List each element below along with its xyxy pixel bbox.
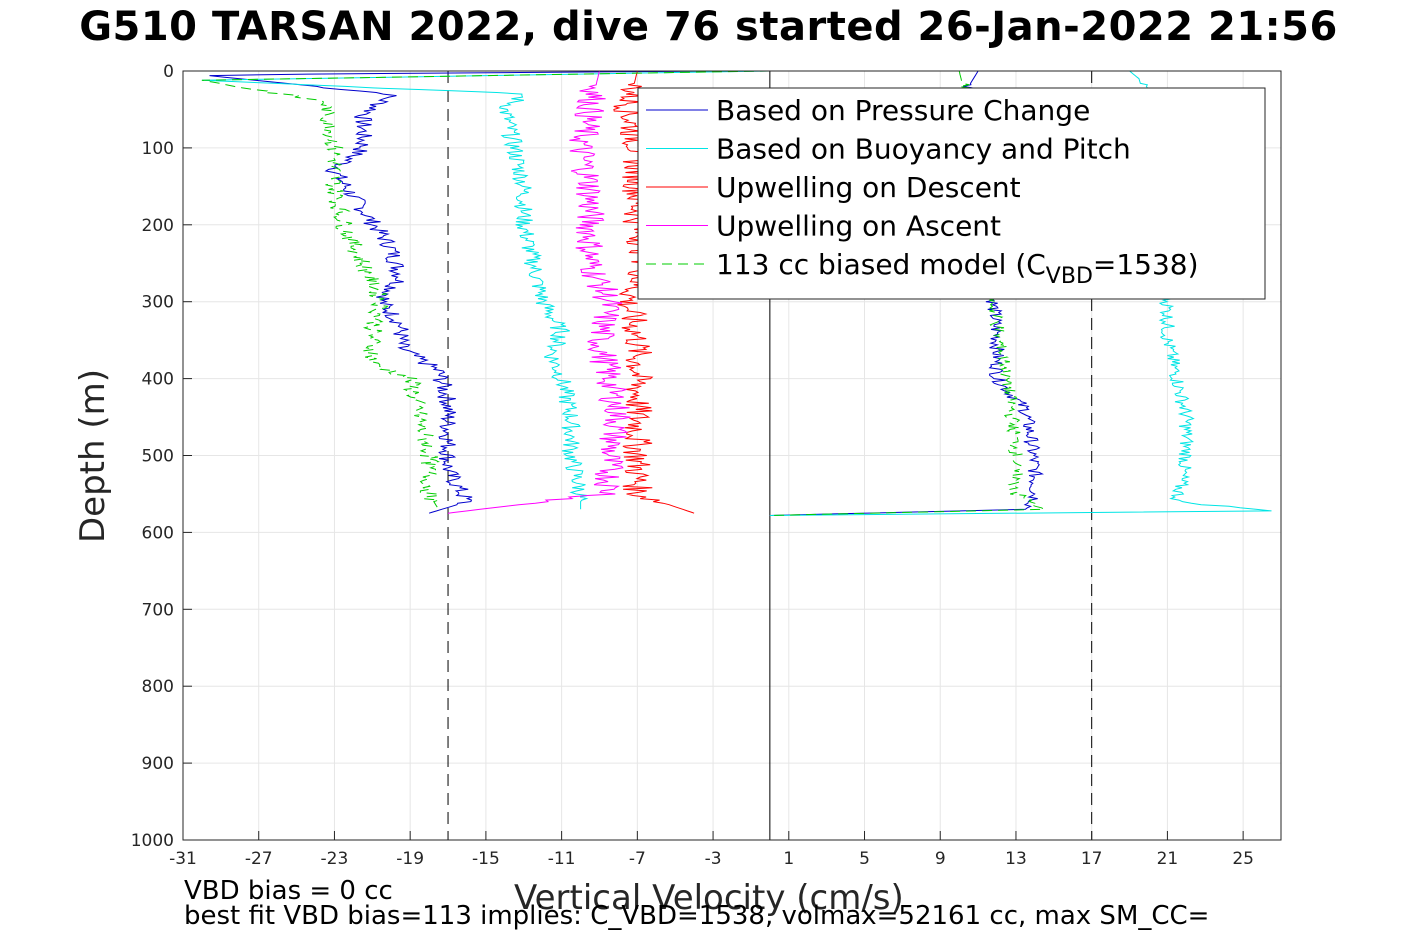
y-tick-label: 700 <box>142 600 174 620</box>
legend-label: Upwelling on Descent <box>716 171 1021 204</box>
based-on-pressure-change-descent-line <box>209 70 733 514</box>
x-tick-label: 5 <box>859 849 870 869</box>
x-tick-label: 9 <box>935 849 946 869</box>
y-tick-label: 1000 <box>131 831 174 851</box>
legend-box <box>637 87 1266 300</box>
y-tick-label: 0 <box>163 62 174 82</box>
y-tick-label: 200 <box>142 216 174 236</box>
upwelling-on-ascent-line <box>447 70 631 514</box>
x-tick-label: -11 <box>548 849 576 869</box>
x-tick-label: -3 <box>705 849 722 869</box>
y-tick-label: 600 <box>142 523 174 543</box>
x-tick-label: 1 <box>783 849 794 869</box>
best-fit-note: best fit VBD bias=113 implies: C_VBD=153… <box>184 901 1210 931</box>
based-on-buoyancy-and-pitch-descent-line <box>201 70 770 510</box>
y-axis-ticks: 0 100 200 300 400 500 600 700 800 900 1000 <box>131 62 192 851</box>
y-tick-label: 800 <box>142 677 174 697</box>
legend: Based on Pressure Change Based on Buoyanc… <box>637 87 1266 300</box>
x-tick-label: -19 <box>396 849 424 869</box>
x-tick-label: -7 <box>629 849 646 869</box>
legend-label: Upwelling on Ascent <box>716 210 1001 243</box>
legend-label: 113 cc biased model (CVBD=1538) <box>716 248 1199 289</box>
x-tick-label: 25 <box>1232 849 1254 869</box>
x-axis-ticks: -31 -27 -23 -19 -15 -11 -7 -3 1 5 9 13 17 21 25 <box>169 831 1254 869</box>
y-tick-label: 900 <box>142 754 174 774</box>
y-tick-label: 100 <box>142 139 174 159</box>
y-tick-label: 400 <box>142 370 174 390</box>
x-axis-label: Vertical Velocity (cm/s) <box>514 878 904 918</box>
x-tick-label: 17 <box>1081 849 1103 869</box>
y-tick-label: 500 <box>142 447 174 467</box>
x-tick-label: -31 <box>169 849 197 869</box>
upwelling-on-descent-line <box>613 70 695 514</box>
vbd-bias-note: VBD bias = 0 cc <box>184 876 393 906</box>
x-tick-label: 13 <box>1005 849 1027 869</box>
legend-label: Based on Buoyancy and Pitch <box>716 133 1131 166</box>
y-tick-label: 300 <box>142 293 174 313</box>
113-cc-biased-model-c-vbd-1538-descent-line <box>201 70 770 510</box>
chart-title: G510 TARSAN 2022, dive 76 started 26-Jan… <box>79 4 1338 50</box>
legend-label: Based on Pressure Change <box>716 94 1090 127</box>
x-tick-label: 21 <box>1157 849 1179 869</box>
y-axis-label: Depth (m) <box>73 369 113 543</box>
x-tick-label: -23 <box>321 849 349 869</box>
x-tick-label: -27 <box>245 849 273 869</box>
x-tick-label: -15 <box>472 849 500 869</box>
